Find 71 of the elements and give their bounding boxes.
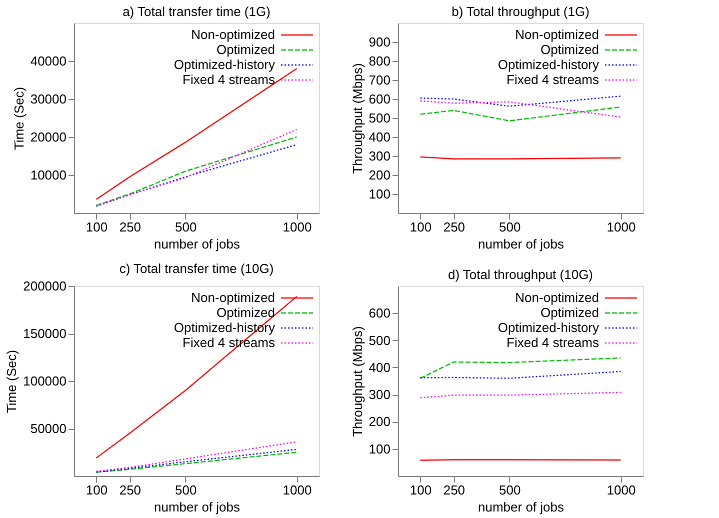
y-tick-label: 100 — [368, 441, 390, 456]
x-tick-label: 500 — [175, 482, 197, 498]
chart-title: c) Total transfer time (10G) — [119, 261, 274, 276]
y-tick-label: 800 — [368, 54, 390, 68]
chart-title: d) Total throughput (10G) — [448, 267, 594, 282]
legend-label: Optimized-history — [174, 57, 276, 72]
legend-label: Non-optimized — [191, 27, 275, 42]
y-tick-label: 300 — [368, 387, 390, 402]
y-axis-title: Time (Sec) — [4, 350, 20, 414]
legend-label: Fixed 4 streams — [506, 335, 600, 350]
y-axis-title: Time (Sec) — [11, 86, 26, 150]
legend-label: Non-optimized — [515, 27, 599, 42]
x-tick-label: 500 — [175, 220, 197, 234]
y-tick-label: 700 — [368, 72, 390, 88]
x-axis-title: number of jobs — [478, 500, 564, 514]
y-tick-label: 300 — [368, 148, 390, 164]
legend-label: Optimized — [216, 305, 275, 320]
line-series — [420, 370, 622, 379]
y-tick-label: 200000 — [23, 278, 66, 294]
x-tick-label: 1000 — [606, 220, 636, 234]
legend-label: Optimized — [540, 42, 599, 57]
x-tick-label: 1000 — [606, 482, 636, 498]
y-tick-label: 100 — [368, 186, 390, 202]
y-tick-label: 600 — [368, 92, 390, 106]
line-series — [420, 106, 622, 122]
legend-label: Optimized — [540, 305, 599, 320]
line-series — [420, 96, 622, 107]
line-series — [96, 441, 298, 472]
y-axis-title: Throughput (Mbps) — [350, 326, 365, 437]
x-axis-title: number of jobs — [478, 236, 564, 252]
y-tick-label: 100000 — [23, 374, 66, 388]
y-tick-label: 20000 — [30, 130, 66, 144]
x-tick-label: 100 — [86, 220, 108, 234]
y-tick-label: 50000 — [30, 421, 66, 436]
y-tick-label: 900 — [368, 34, 390, 50]
legend-label: Optimized — [216, 42, 275, 57]
legend-label: Optimized-history — [498, 57, 600, 72]
y-tick-label: 400 — [368, 130, 390, 144]
x-tick-label: 100 — [410, 220, 432, 234]
y-axis-title: Throughput (Mbps) — [350, 63, 365, 174]
legend-label: Fixed 4 streams — [182, 72, 276, 87]
legend-label: Optimized-history — [498, 320, 600, 335]
x-tick-label: 500 — [499, 220, 521, 234]
line-series — [420, 357, 622, 379]
chart-title: b) Total throughput (1G) — [452, 4, 590, 19]
x-tick-label: 500 — [499, 482, 521, 498]
x-tick-label: 1000 — [282, 482, 312, 498]
x-tick-label: 100 — [410, 482, 432, 498]
x-tick-label: 250 — [119, 220, 142, 234]
legend-label: Fixed 4 streams — [506, 72, 600, 87]
x-tick-label: 100 — [86, 482, 108, 498]
y-tick-label: 400 — [368, 360, 390, 375]
x-tick-label: 250 — [443, 482, 466, 498]
y-tick-label: 150000 — [23, 326, 66, 341]
x-tick-label: 250 — [119, 482, 142, 498]
y-tick-label: 500 — [368, 110, 390, 126]
x-tick-label: 1000 — [282, 220, 312, 234]
y-tick-label: 200 — [368, 168, 390, 182]
legend-label: Non-optimized — [515, 290, 599, 305]
chart-title: a) Total transfer time (1G) — [122, 4, 270, 19]
y-tick-label: 600 — [368, 306, 390, 321]
y-tick-label: 10000 — [30, 168, 66, 182]
y-tick-label: 30000 — [30, 92, 66, 106]
line-series — [420, 100, 622, 118]
x-axis-title: number of jobs — [154, 236, 240, 252]
legend-label: Non-optimized — [191, 290, 275, 305]
y-tick-label: 200 — [368, 414, 390, 430]
y-tick-label: 40000 — [30, 54, 66, 68]
y-tick-label: 500 — [368, 332, 390, 348]
x-axis-title: number of jobs — [154, 500, 240, 514]
x-tick-label: 250 — [443, 220, 466, 234]
